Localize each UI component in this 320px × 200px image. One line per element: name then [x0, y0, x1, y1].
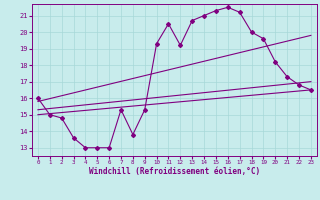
- X-axis label: Windchill (Refroidissement éolien,°C): Windchill (Refroidissement éolien,°C): [89, 167, 260, 176]
